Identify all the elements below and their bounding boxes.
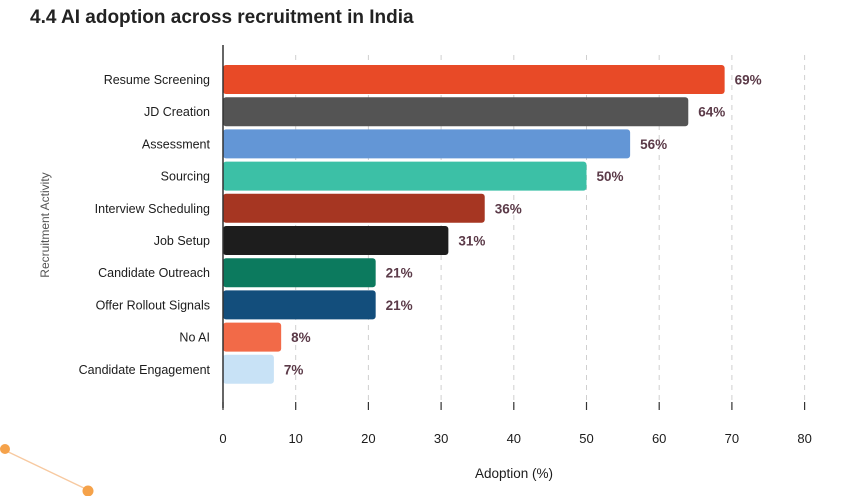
category-label: Interview Scheduling — [95, 202, 210, 216]
x-tick-label: 60 — [652, 431, 666, 446]
value-label: 21% — [386, 298, 413, 313]
category-label: Offer Rollout Signals — [96, 298, 210, 312]
category-label: JD Creation — [144, 105, 210, 119]
value-label: 7% — [284, 362, 304, 377]
x-tick-label: 20 — [361, 431, 375, 446]
y-axis-title: Recruitment Activity — [38, 172, 52, 277]
bar — [223, 322, 282, 352]
x-tick-label: 70 — [725, 431, 739, 446]
value-label: 50% — [597, 169, 624, 184]
value-label: 64% — [698, 105, 725, 120]
x-tick-label: 40 — [507, 431, 521, 446]
x-tick-label: 30 — [434, 431, 448, 446]
category-label: Job Setup — [154, 234, 210, 248]
bar — [223, 193, 485, 223]
value-label: 31% — [458, 234, 485, 249]
x-tick-label: 0 — [219, 431, 226, 446]
bar — [223, 65, 725, 94]
category-label: No AI — [179, 331, 210, 345]
value-label: 36% — [495, 201, 522, 216]
bar — [223, 258, 376, 288]
chart-title: 4.4 AI adoption across recruitment in In… — [30, 7, 414, 28]
value-label: 56% — [640, 137, 667, 152]
value-label: 21% — [386, 266, 413, 281]
bar — [223, 97, 689, 127]
bar — [223, 129, 631, 159]
category-label: Candidate Outreach — [98, 266, 210, 280]
x-tick-label: 50 — [579, 431, 593, 446]
bar — [223, 226, 449, 255]
category-label: Assessment — [142, 137, 211, 151]
x-axis-title: Adoption (%) — [475, 466, 553, 481]
category-label: Sourcing — [161, 170, 210, 184]
category-label: Resume Screening — [104, 73, 210, 87]
value-label: 69% — [735, 73, 762, 88]
bar — [223, 354, 274, 384]
x-tick-label: 10 — [288, 431, 302, 446]
bar — [223, 161, 587, 191]
category-label: Candidate Engagement — [79, 363, 211, 377]
value-label: 8% — [291, 330, 311, 345]
x-tick-label: 80 — [797, 431, 811, 446]
bar — [223, 290, 376, 320]
